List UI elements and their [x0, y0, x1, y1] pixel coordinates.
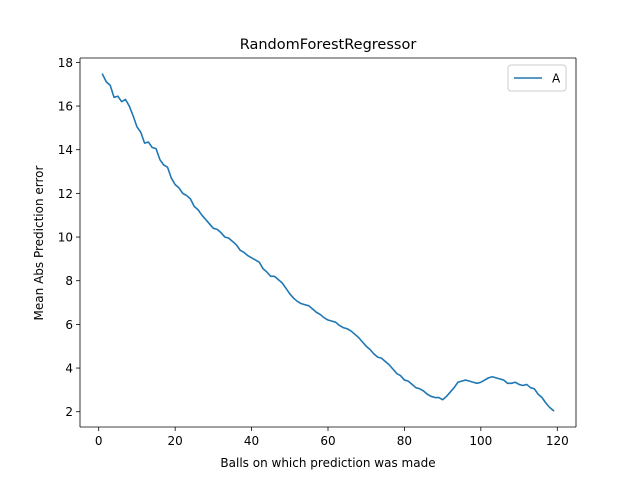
series-line-A [101, 73, 555, 412]
y-axis-label: Mean Abs Prediction error [32, 165, 46, 320]
chart-title: RandomForestRegressor [240, 37, 417, 53]
x-tick-label: 100 [469, 434, 492, 448]
x-tick-label: 120 [546, 434, 569, 448]
y-tick-label: 8 [65, 274, 73, 288]
x-tick-label: 40 [244, 434, 259, 448]
y-tick-label: 16 [58, 100, 73, 114]
plot-area: 0 20 40 60 80 100 120 2 4 6 8 10 12 14 16 18 A [58, 56, 577, 448]
x-tick-label: 80 [397, 434, 412, 448]
legend-label: A [552, 72, 561, 86]
x-tick-label: 60 [320, 434, 335, 448]
y-tick-label: 6 [65, 318, 73, 332]
y-tick-label: 18 [58, 56, 73, 70]
y-tick-label: 12 [58, 187, 73, 201]
y-tick-label: 2 [65, 405, 73, 419]
x-tick-label: 0 [95, 434, 103, 448]
x-tick-label: 20 [168, 434, 183, 448]
y-tick-label: 10 [58, 231, 73, 245]
y-tick-label: 14 [58, 143, 73, 157]
y-tick-label: 4 [65, 362, 73, 376]
x-axis-label: Balls on which prediction was made [220, 456, 435, 470]
